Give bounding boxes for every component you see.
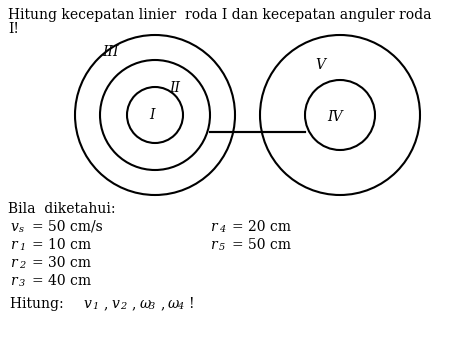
Text: ,: , — [131, 297, 136, 311]
Text: Hitung kecepatan linier  roda I dan kecepatan anguler roda: Hitung kecepatan linier roda I dan kecep… — [8, 8, 431, 22]
Text: I!: I! — [8, 22, 19, 36]
Text: = 20 cm: = 20 cm — [232, 220, 291, 234]
Text: 5: 5 — [219, 243, 225, 252]
Text: = 50 cm: = 50 cm — [232, 238, 291, 252]
Text: = 10 cm: = 10 cm — [32, 238, 91, 252]
Text: Hitung:: Hitung: — [10, 297, 68, 311]
Text: Bila  diketahui:: Bila diketahui: — [8, 202, 116, 216]
Text: ω: ω — [140, 297, 151, 311]
Text: v: v — [111, 297, 119, 311]
Text: v: v — [10, 220, 18, 234]
Text: 4: 4 — [219, 225, 225, 234]
Text: 2: 2 — [120, 302, 126, 311]
Text: r: r — [10, 238, 17, 252]
Text: r: r — [10, 256, 17, 270]
Text: v: v — [83, 297, 91, 311]
Text: r: r — [210, 238, 217, 252]
Text: = 50 cm/s: = 50 cm/s — [32, 220, 103, 234]
Text: 3: 3 — [19, 279, 25, 288]
Text: = 40 cm: = 40 cm — [32, 274, 91, 288]
Text: IV: IV — [327, 110, 343, 124]
Text: r: r — [210, 220, 217, 234]
Text: 1: 1 — [92, 302, 98, 311]
Text: I: I — [149, 108, 155, 122]
Text: 1: 1 — [19, 243, 25, 252]
Text: III: III — [102, 45, 118, 59]
Text: !: ! — [188, 297, 193, 311]
Text: V: V — [315, 58, 325, 72]
Text: = 30 cm: = 30 cm — [32, 256, 91, 270]
Text: 3: 3 — [149, 302, 155, 311]
Text: r: r — [10, 274, 17, 288]
Text: s: s — [19, 225, 24, 234]
Text: ,: , — [103, 297, 108, 311]
Text: 4: 4 — [177, 302, 183, 311]
Text: ω: ω — [168, 297, 179, 311]
Text: ,: , — [160, 297, 164, 311]
Text: 2: 2 — [19, 261, 25, 270]
Text: II: II — [170, 81, 181, 95]
